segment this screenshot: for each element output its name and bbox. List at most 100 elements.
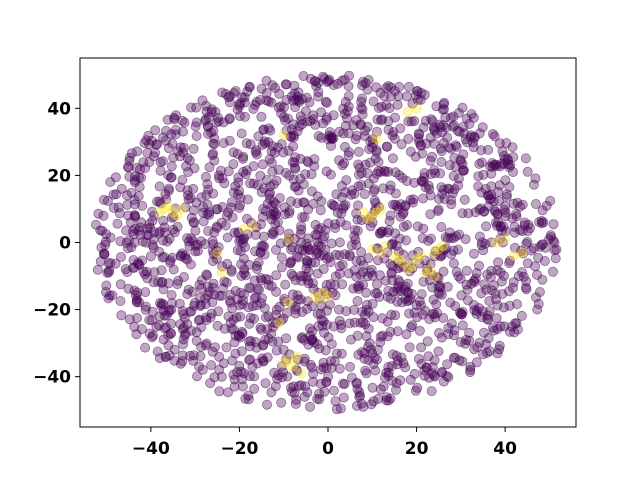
data-point-series-0 [395, 375, 406, 386]
data-point-series-0 [245, 312, 256, 323]
data-point-series-0 [214, 364, 225, 375]
data-point-series-0 [325, 169, 336, 180]
data-point-series-0 [131, 297, 142, 308]
data-point-series-0 [435, 122, 446, 133]
data-point-series-0 [494, 344, 505, 355]
data-point-series-0 [325, 356, 336, 367]
data-point-series-0 [429, 371, 440, 382]
data-point-series-0 [390, 188, 401, 199]
data-point-series-0 [370, 288, 381, 299]
data-point-series-0 [519, 220, 530, 231]
data-point-series-0 [178, 271, 189, 282]
data-point-series-0 [260, 205, 271, 216]
data-point-series-0 [296, 221, 307, 232]
data-point-series-0 [464, 119, 475, 130]
data-point-series-0 [200, 171, 211, 182]
data-point-series-0 [285, 196, 296, 207]
x-axis: −40 −20 0 20 40 [132, 427, 517, 459]
data-point-series-0 [341, 306, 352, 317]
data-point-series-0 [190, 225, 201, 236]
data-point-series-1 [309, 291, 320, 302]
data-point-series-0 [414, 325, 425, 336]
data-point-series-0 [303, 244, 314, 255]
data-point-series-0 [349, 317, 360, 328]
data-point-series-0 [442, 281, 453, 292]
data-point-series-0 [545, 230, 556, 241]
data-point-series-0 [480, 238, 491, 249]
data-point-series-0 [151, 139, 162, 150]
data-point-series-0 [343, 81, 354, 92]
data-point-series-0 [343, 91, 354, 102]
data-point-series-0 [129, 321, 140, 332]
data-point-series-0 [196, 322, 207, 333]
data-point-series-0 [222, 387, 233, 398]
data-point-series-0 [235, 311, 246, 322]
data-point-series-0 [166, 298, 177, 309]
data-point-series-0 [280, 279, 291, 290]
data-point-series-0 [173, 275, 184, 286]
data-point-series-0 [379, 372, 390, 383]
data-point-series-0 [224, 135, 235, 146]
data-point-series-0 [341, 220, 352, 231]
data-point-series-0 [351, 255, 362, 266]
data-point-series-0 [305, 73, 316, 84]
data-point-series-0 [457, 159, 468, 170]
data-point-series-0 [247, 361, 258, 372]
data-point-series-0 [484, 346, 495, 357]
data-point-series-0 [390, 310, 401, 321]
data-point-series-0 [273, 164, 284, 175]
data-point-series-0 [244, 82, 255, 93]
data-point-series-0 [410, 90, 421, 101]
data-point-series-0 [233, 177, 244, 188]
data-point-series-0 [510, 318, 521, 329]
data-point-series-0 [169, 114, 180, 125]
data-point-series-0 [337, 259, 348, 270]
data-point-series-0 [221, 342, 232, 353]
data-point-series-0 [266, 146, 277, 157]
data-point-series-0 [200, 239, 211, 250]
data-point-series-0 [378, 381, 389, 392]
data-point-series-0 [131, 329, 142, 340]
data-point-series-0 [351, 208, 362, 219]
data-point-series-0 [272, 373, 283, 384]
data-point-series-0 [229, 227, 240, 238]
data-point-series-1 [274, 317, 285, 328]
data-point-series-0 [194, 361, 205, 372]
data-point-series-0 [105, 176, 116, 187]
data-point-series-0 [409, 368, 420, 379]
data-point-series-0 [304, 401, 315, 412]
data-point-series-0 [449, 152, 460, 163]
data-point-series-0 [191, 371, 202, 382]
data-point-series-0 [346, 240, 357, 251]
data-point-series-0 [380, 166, 391, 177]
data-point-series-0 [215, 165, 226, 176]
data-point-series-0 [157, 235, 168, 246]
data-point-series-0 [368, 396, 379, 407]
data-point-series-0 [165, 257, 176, 268]
data-point-series-0 [425, 259, 436, 270]
data-point-series-0 [293, 294, 304, 305]
data-point-series-0 [170, 129, 181, 140]
data-point-series-0 [275, 101, 286, 112]
data-point-series-0 [345, 334, 356, 345]
data-point-series-0 [190, 121, 201, 132]
data-point-series-0 [308, 110, 319, 121]
data-point-series-0 [331, 348, 342, 359]
data-point-series-0 [140, 301, 151, 312]
data-point-series-0 [244, 354, 255, 365]
data-point-series-0 [103, 267, 114, 278]
data-point-series-0 [460, 234, 471, 245]
data-point-series-0 [328, 321, 339, 332]
data-point-series-0 [116, 310, 127, 321]
data-point-series-0 [366, 264, 377, 275]
data-point-series-0 [388, 286, 399, 297]
data-point-series-0 [372, 344, 383, 355]
data-point-series-0 [521, 238, 532, 249]
data-point-series-0 [145, 251, 156, 262]
data-point-series-0 [244, 318, 255, 329]
data-point-series-0 [343, 150, 354, 161]
data-point-series-0 [310, 257, 321, 268]
data-point-series-0 [161, 322, 172, 333]
data-point-series-0 [511, 211, 522, 222]
data-point-series-0 [504, 258, 515, 269]
